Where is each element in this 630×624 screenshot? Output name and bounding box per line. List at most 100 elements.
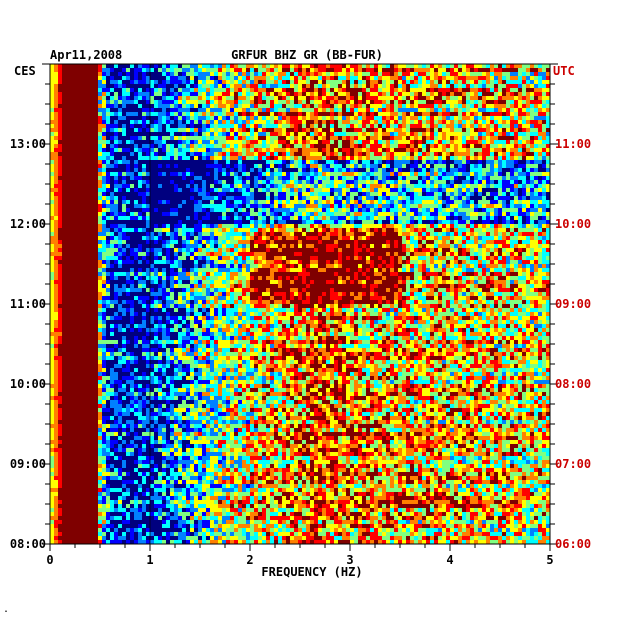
spectrogram-cell xyxy=(354,96,359,101)
spectrogram-cell xyxy=(438,144,443,149)
spectrogram-cell xyxy=(542,216,547,221)
spectrogram-cell xyxy=(198,216,203,221)
spectrogram-cell xyxy=(298,92,303,97)
spectrogram-cell xyxy=(406,100,411,105)
spectrogram-cell xyxy=(506,184,511,189)
spectrogram-cell xyxy=(182,144,187,149)
spectrogram-cell xyxy=(154,104,159,109)
spectrogram-cell xyxy=(98,120,103,125)
spectrogram-cell xyxy=(214,160,219,165)
spectrogram-cell xyxy=(266,160,271,165)
spectrogram-cell xyxy=(250,164,255,169)
spectrogram-cell xyxy=(370,176,375,181)
spectrogram-cell xyxy=(418,200,423,205)
spectrogram-cell xyxy=(374,104,379,109)
spectrogram-cell xyxy=(190,96,195,101)
spectrogram-cell xyxy=(442,184,447,189)
spectrogram-cell xyxy=(178,128,183,133)
spectrogram-cell xyxy=(350,144,355,149)
spectrogram-cell xyxy=(174,84,179,89)
spectrogram-cell xyxy=(518,188,523,193)
spectrogram-cell xyxy=(474,80,479,85)
spectrogram-cell xyxy=(214,144,219,149)
spectrogram-cell xyxy=(106,104,111,109)
spectrogram-cell xyxy=(270,72,275,77)
spectrogram-cell xyxy=(230,132,235,137)
spectrogram-cell xyxy=(498,92,503,97)
spectrogram-cell xyxy=(446,76,451,81)
spectrogram-cell xyxy=(438,116,443,121)
spectrogram-cell xyxy=(298,200,303,205)
spectrogram-cell xyxy=(58,164,63,169)
spectrogram-cell xyxy=(474,108,479,113)
spectrogram-cell xyxy=(314,220,319,225)
spectrogram-cell xyxy=(286,96,291,101)
spectrogram-cell xyxy=(354,200,359,205)
spectrogram-cell xyxy=(298,152,303,157)
spectrogram-cell xyxy=(490,112,495,117)
spectrogram-cell xyxy=(218,204,223,209)
spectrogram-cell xyxy=(290,192,295,197)
spectrogram-cell xyxy=(238,136,243,141)
spectrogram-cell xyxy=(150,180,155,185)
spectrogram-cell xyxy=(174,192,179,197)
spectrogram-cell xyxy=(82,124,87,129)
spectrogram-cell xyxy=(334,124,339,129)
spectrogram-cell xyxy=(330,160,335,165)
spectrogram-cell xyxy=(58,124,63,129)
spectrogram-cell xyxy=(206,120,211,125)
spectrogram-cell xyxy=(206,68,211,73)
spectrogram-cell xyxy=(174,212,179,217)
spectrogram-cell xyxy=(194,92,199,97)
spectrogram-cell xyxy=(526,204,531,209)
spectrogram-cell xyxy=(326,136,331,141)
spectrogram-cell xyxy=(50,96,55,101)
spectrogram-cell xyxy=(250,160,255,165)
spectrogram-cell xyxy=(182,112,187,117)
spectrogram-cell xyxy=(318,180,323,185)
spectrogram-cell xyxy=(454,220,459,225)
spectrogram-cell xyxy=(350,132,355,137)
spectrogram-cell xyxy=(370,68,375,73)
spectrogram-cell xyxy=(502,140,507,145)
spectrogram-cell xyxy=(422,124,427,129)
spectrogram-cell xyxy=(486,184,491,189)
spectrogram-cell xyxy=(406,112,411,117)
spectrogram-cell xyxy=(238,104,243,109)
spectrogram-cell xyxy=(154,208,159,213)
spectrogram-cell xyxy=(138,212,143,217)
spectrogram-cell xyxy=(414,92,419,97)
spectrogram-cell xyxy=(382,88,387,93)
spectrogram-cell xyxy=(122,120,127,125)
spectrogram-cell xyxy=(138,64,143,69)
spectrogram-cell xyxy=(278,104,283,109)
spectrogram-cell xyxy=(218,176,223,181)
spectrogram-cell xyxy=(314,164,319,169)
spectrogram-cell xyxy=(470,212,475,217)
spectrogram-cell xyxy=(98,76,103,81)
spectrogram-cell xyxy=(374,204,379,209)
spectrogram-cell xyxy=(294,184,299,189)
spectrogram-cell xyxy=(422,92,427,97)
spectrogram-cell xyxy=(514,108,519,113)
spectrogram-cell xyxy=(430,100,435,105)
spectrogram-cell xyxy=(66,192,71,197)
spectrogram-cell xyxy=(142,216,147,221)
spectrogram-cell xyxy=(230,212,235,217)
spectrogram-cell xyxy=(322,184,327,189)
spectrogram-cell xyxy=(194,172,199,177)
spectrogram-cell xyxy=(198,64,203,69)
spectrogram-cell xyxy=(98,64,103,69)
spectrogram-cell xyxy=(506,116,511,121)
spectrogram-cell xyxy=(450,152,455,157)
spectrogram-cell xyxy=(86,152,91,157)
spectrogram-cell xyxy=(218,132,223,137)
spectrogram-cell xyxy=(174,104,179,109)
spectrogram-cell xyxy=(370,164,375,169)
spectrogram-cell xyxy=(102,136,107,141)
spectrogram-cell xyxy=(502,196,507,201)
spectrogram-cell xyxy=(254,100,259,105)
spectrogram-cell xyxy=(470,92,475,97)
spectrogram-cell xyxy=(190,92,195,97)
spectrogram-cell xyxy=(138,172,143,177)
